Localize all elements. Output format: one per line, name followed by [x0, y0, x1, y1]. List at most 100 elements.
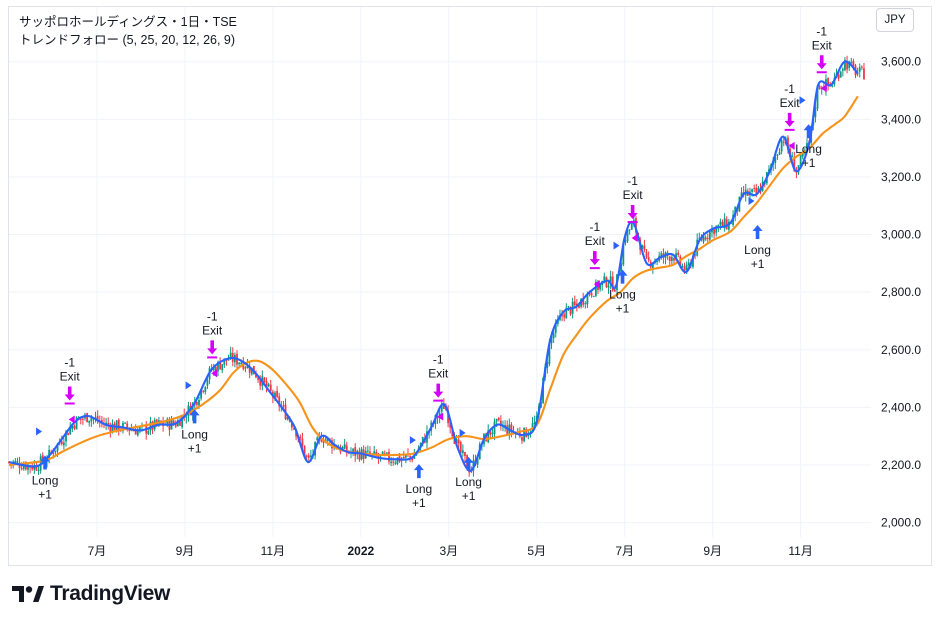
candle-body [303, 445, 306, 457]
candle-body [37, 470, 40, 472]
candle-body [814, 107, 817, 118]
candle-body [641, 245, 644, 249]
candle-body [607, 285, 610, 288]
candle-body [217, 361, 219, 372]
indicator-legend[interactable]: トレンドフォロー (5, 25, 20, 12, 26, 9) [19, 33, 236, 47]
candle-body [692, 255, 694, 267]
exit-bar [627, 221, 638, 224]
candle-body [214, 366, 217, 373]
candle-body [411, 457, 414, 461]
candle-body [844, 60, 846, 71]
candle-body [52, 452, 55, 454]
currency-button[interactable]: JPY [876, 8, 914, 32]
long-qty: +1 [188, 441, 202, 455]
candle-body [740, 192, 743, 197]
brand-name: TradingView [50, 582, 171, 605]
long-signal: Long+1 [455, 428, 482, 503]
candle-body [278, 396, 281, 407]
ma-layer [8, 60, 859, 472]
long-arrow-icon [40, 455, 51, 470]
candle-body [436, 416, 439, 419]
candle-body [681, 265, 684, 267]
candle-body [715, 226, 718, 233]
x-tick-label: 9月 [703, 544, 722, 558]
candle-body [860, 66, 863, 68]
candle-body [801, 151, 804, 157]
candle-body [603, 276, 606, 283]
candle-body [521, 437, 523, 441]
candle-body [590, 293, 593, 296]
candle-body [757, 187, 760, 194]
candle-body [31, 466, 34, 470]
candle-body [818, 85, 821, 90]
candle-body [229, 352, 232, 359]
candle-body [202, 390, 205, 392]
candle-body [525, 429, 528, 438]
candle-body [447, 409, 449, 424]
candle-body [385, 452, 388, 454]
candle-body [647, 257, 650, 261]
exit-arrow-icon [784, 112, 795, 127]
long-label: Long [455, 475, 482, 489]
tradingview-brand[interactable]: TradingView [12, 582, 170, 606]
candle-body [839, 71, 842, 78]
exit-bar [64, 402, 75, 405]
long-entry-marker [799, 96, 806, 105]
candle-body [263, 377, 266, 383]
candle-body [402, 456, 405, 459]
exit-label: Exit [780, 96, 801, 110]
long-signal: Long+1 [795, 96, 822, 170]
candle-body [309, 455, 312, 458]
long-qty: +1 [38, 487, 52, 501]
candle-body [548, 342, 551, 364]
candle-body [345, 445, 348, 453]
exit-qty: -1 [627, 174, 638, 188]
candle-body [799, 154, 802, 167]
exit-label: Exit [812, 38, 833, 52]
candle-body [111, 423, 114, 433]
candle-body [457, 439, 460, 444]
candle-body [791, 155, 794, 157]
exit-arrow-icon [433, 383, 444, 398]
long-label: Long [744, 243, 771, 257]
candle-body [132, 430, 135, 432]
candle-body [301, 438, 304, 446]
long-qty: +1 [462, 489, 476, 503]
long-qty: +1 [616, 302, 630, 316]
candle-body [27, 464, 29, 470]
y-tick-label: 3,200.0 [881, 170, 921, 184]
candle-body [683, 266, 686, 272]
candle-body [533, 421, 536, 425]
candle-body [599, 283, 601, 290]
candle-body [442, 404, 445, 409]
candle-body [274, 392, 276, 400]
exit-label: Exit [202, 323, 223, 337]
y-tick-label: 3,600.0 [881, 55, 921, 69]
candle-body [88, 420, 91, 423]
candle-body [778, 152, 781, 155]
candle-body [624, 240, 627, 243]
candle-body [831, 85, 834, 87]
y-tick-label: 2,000.0 [881, 516, 921, 530]
exit-qty: -1 [64, 356, 75, 370]
candle-body [850, 61, 853, 64]
candle-body [550, 336, 553, 344]
long-qty: +1 [751, 257, 765, 271]
long-label: Long [181, 427, 208, 441]
candle-body [75, 417, 78, 430]
candle-body [331, 440, 333, 449]
candle-body [725, 219, 728, 229]
candle-body [257, 377, 260, 380]
candle-body [69, 427, 72, 435]
long-signal: Long+1 [32, 427, 58, 501]
long-label: Long [406, 482, 433, 496]
candle-body [531, 423, 534, 431]
candle-body [373, 451, 376, 454]
candle-body [73, 425, 76, 429]
candle-body [497, 417, 500, 420]
candle-body [645, 251, 648, 258]
long-arrow-icon [752, 225, 763, 240]
